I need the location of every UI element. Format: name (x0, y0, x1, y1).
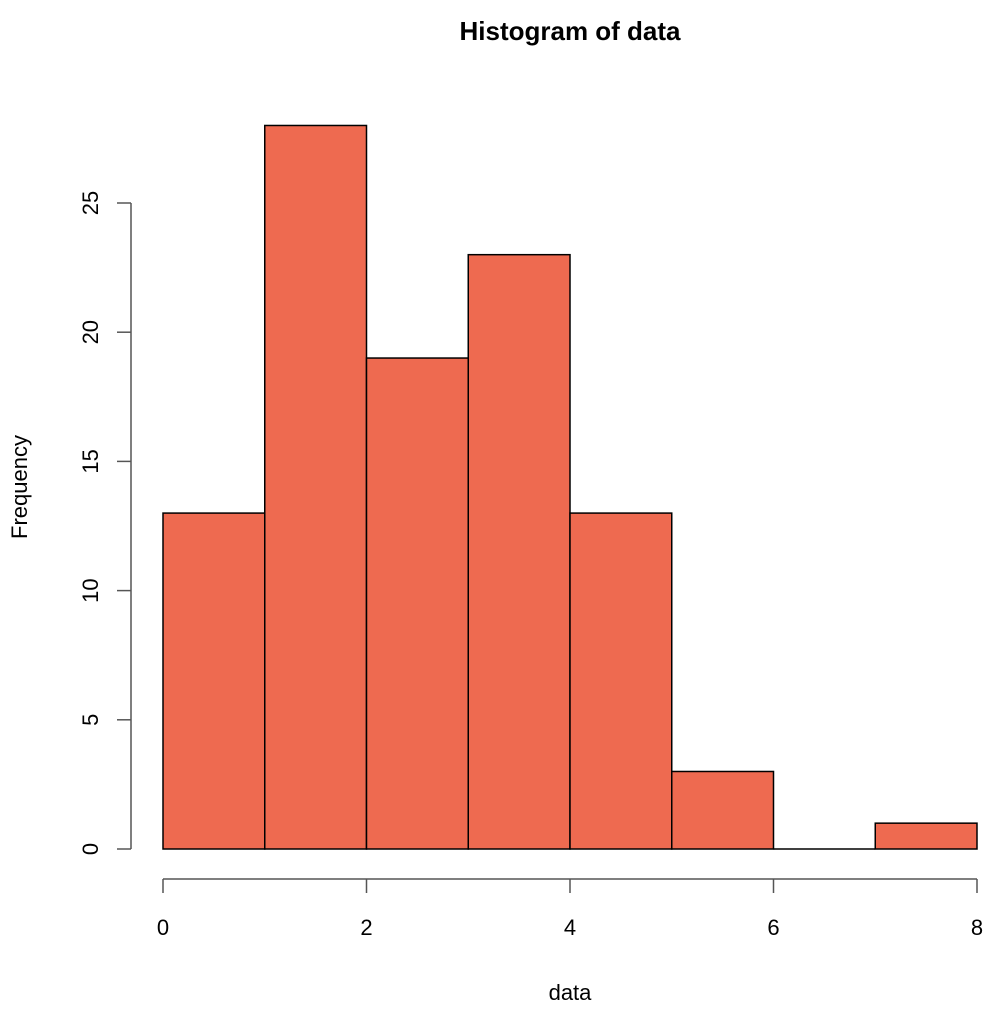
y-axis-label: Frequency (7, 435, 32, 539)
x-tick-label: 0 (157, 915, 169, 940)
y-tick-label: 25 (78, 191, 103, 215)
histogram-bar (264, 124, 368, 850)
y-tick-label: 15 (78, 449, 103, 473)
y-tick-label: 5 (78, 714, 103, 726)
histogram-bar (569, 512, 673, 850)
x-tick-label: 6 (767, 915, 779, 940)
bars (162, 124, 978, 850)
chart-title: Histogram of data (459, 16, 681, 46)
histogram-bar (874, 822, 978, 850)
x-tick-label: 8 (971, 915, 983, 940)
y-axis: 0 5 10 15 20 25 (78, 191, 132, 855)
histogram-bar (365, 357, 469, 850)
x-tick-label: 2 (360, 915, 372, 940)
histogram-bar (162, 512, 266, 850)
y-tick-label: 20 (78, 320, 103, 344)
y-tick-label: 10 (78, 578, 103, 602)
y-tick-label: 0 (78, 843, 103, 855)
x-tick-label: 4 (564, 915, 576, 940)
histogram-bar (671, 770, 775, 850)
histogram-bar (467, 253, 571, 850)
x-axis: 0 2 4 6 8 (157, 878, 983, 940)
x-axis-label: data (549, 980, 593, 1005)
